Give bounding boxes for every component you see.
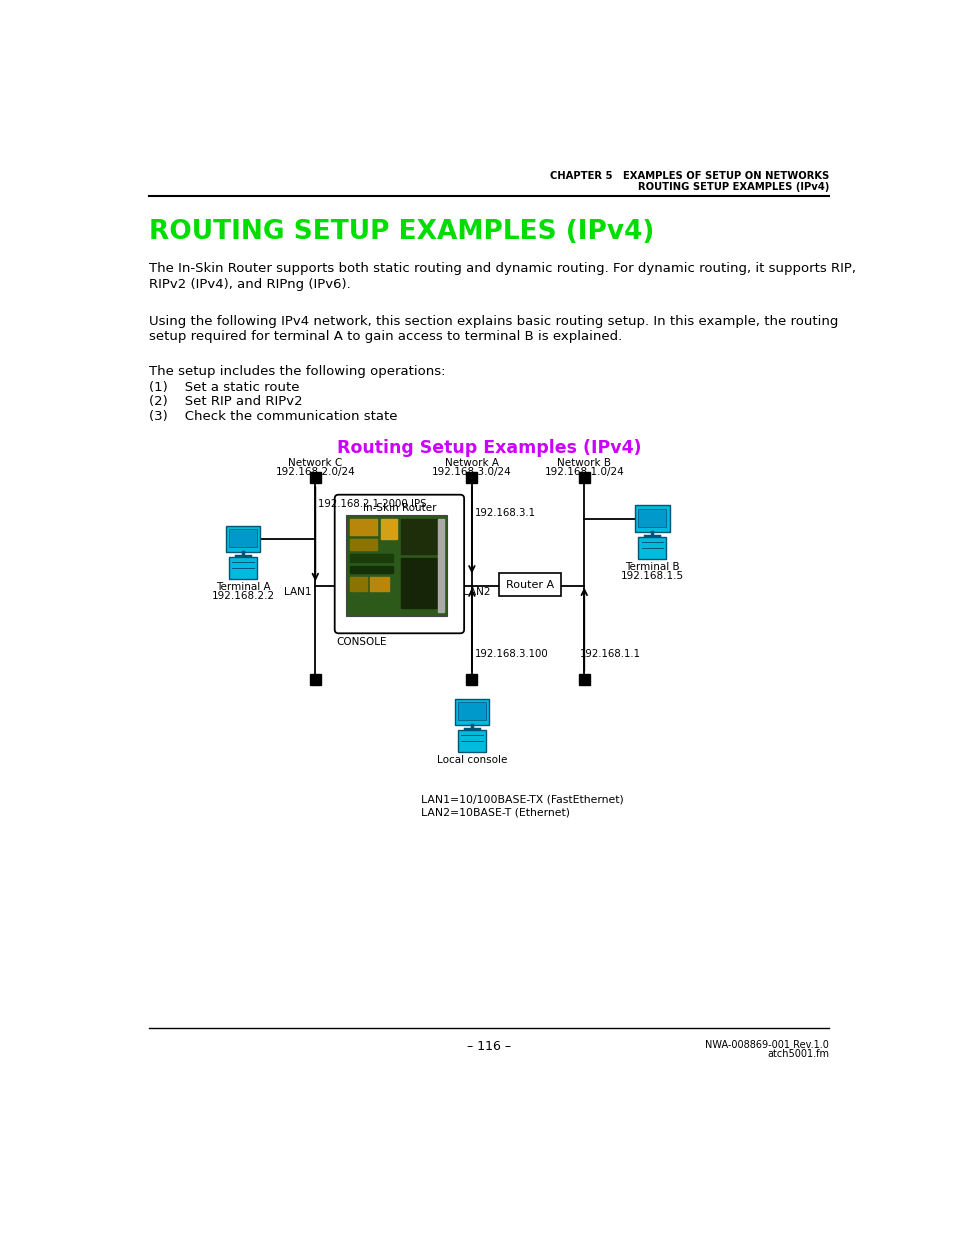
Text: 192.168.1.5: 192.168.1.5 xyxy=(620,571,683,580)
Text: 192.168.2.1 2000 IPS: 192.168.2.1 2000 IPS xyxy=(318,499,427,509)
Text: 192.168.1.1: 192.168.1.1 xyxy=(579,648,640,658)
Bar xyxy=(457,701,485,720)
Text: Terminal A: Terminal A xyxy=(215,582,271,592)
Text: atch5001.fm: atch5001.fm xyxy=(766,1049,828,1060)
Text: LAN1=10/100BASE-TX (FastEthernet): LAN1=10/100BASE-TX (FastEthernet) xyxy=(421,795,623,805)
Text: In-Skin Router: In-Skin Router xyxy=(362,503,436,514)
Text: Network A: Network A xyxy=(444,458,498,468)
Bar xyxy=(350,555,393,562)
Text: 192.168.3.1: 192.168.3.1 xyxy=(475,508,536,517)
Text: LAN1: LAN1 xyxy=(284,587,312,597)
Bar xyxy=(498,573,560,597)
Bar xyxy=(346,515,447,615)
Text: CHAPTER 5   EXAMPLES OF SETUP ON NETWORKS: CHAPTER 5 EXAMPLES OF SETUP ON NETWORKS xyxy=(549,172,828,182)
Bar xyxy=(381,520,396,538)
Text: RIPv2 (IPv4), and RIPng (IPv6).: RIPv2 (IPv4), and RIPng (IPv6). xyxy=(149,278,350,290)
Bar xyxy=(437,520,443,611)
Text: 192.168.2.2: 192.168.2.2 xyxy=(212,592,274,601)
Text: (3)    Check the communication state: (3) Check the communication state xyxy=(149,410,396,424)
Text: The In-Skin Router supports both static routing and dynamic routing. For dynamic: The In-Skin Router supports both static … xyxy=(149,262,855,275)
Text: Network C: Network C xyxy=(288,458,342,468)
Text: Network B: Network B xyxy=(557,458,611,468)
Text: 192.168.1.0/24: 192.168.1.0/24 xyxy=(544,467,623,477)
Text: – 116 –: – 116 – xyxy=(466,1040,511,1053)
Bar xyxy=(455,699,488,725)
Text: ROUTING SETUP EXAMPLES (IPv4): ROUTING SETUP EXAMPLES (IPv4) xyxy=(149,219,654,245)
Text: ROUTING SETUP EXAMPLES (IPv4): ROUTING SETUP EXAMPLES (IPv4) xyxy=(638,182,828,193)
Bar xyxy=(369,577,389,592)
Bar xyxy=(350,520,377,535)
Bar xyxy=(578,472,589,483)
Bar xyxy=(226,526,260,552)
Text: (1)    Set a static route: (1) Set a static route xyxy=(149,380,299,394)
Text: 192.168.2.0/24: 192.168.2.0/24 xyxy=(275,467,355,477)
Text: Local console: Local console xyxy=(436,755,507,764)
Bar xyxy=(400,520,443,555)
Text: Using the following IPv4 network, this section explains basic routing setup. In : Using the following IPv4 network, this s… xyxy=(149,315,837,327)
Text: The setup includes the following operations:: The setup includes the following operati… xyxy=(149,366,445,378)
Bar xyxy=(457,730,485,752)
Bar xyxy=(310,674,320,685)
Bar xyxy=(638,537,666,558)
Bar xyxy=(350,566,393,573)
Bar xyxy=(229,557,257,579)
Bar xyxy=(638,509,666,527)
Bar xyxy=(466,472,476,483)
Text: NWA-008869-001 Rev.1.0: NWA-008869-001 Rev.1.0 xyxy=(704,1040,828,1050)
Bar xyxy=(578,674,589,685)
Bar xyxy=(635,505,669,531)
Bar xyxy=(350,538,377,550)
Text: LAN2: LAN2 xyxy=(463,587,491,597)
FancyBboxPatch shape xyxy=(335,495,464,634)
Bar xyxy=(350,577,367,592)
Bar xyxy=(229,529,257,547)
Bar xyxy=(400,558,443,608)
Text: (2)    Set RIP and RIPv2: (2) Set RIP and RIPv2 xyxy=(149,395,302,409)
Bar xyxy=(310,472,320,483)
Bar xyxy=(466,674,476,685)
Text: 192.168.3.0/24: 192.168.3.0/24 xyxy=(432,467,511,477)
Text: Terminal B: Terminal B xyxy=(624,562,679,572)
Text: 192.168.3.100: 192.168.3.100 xyxy=(475,648,548,658)
Text: Router A: Router A xyxy=(505,579,554,590)
Text: Routing Setup Examples (IPv4): Routing Setup Examples (IPv4) xyxy=(336,440,640,457)
Text: setup required for terminal A to gain access to terminal B is explained.: setup required for terminal A to gain ac… xyxy=(149,330,621,343)
Text: LAN2=10BASE-T (Ethernet): LAN2=10BASE-T (Ethernet) xyxy=(421,808,570,818)
Text: CONSOLE: CONSOLE xyxy=(336,637,387,647)
